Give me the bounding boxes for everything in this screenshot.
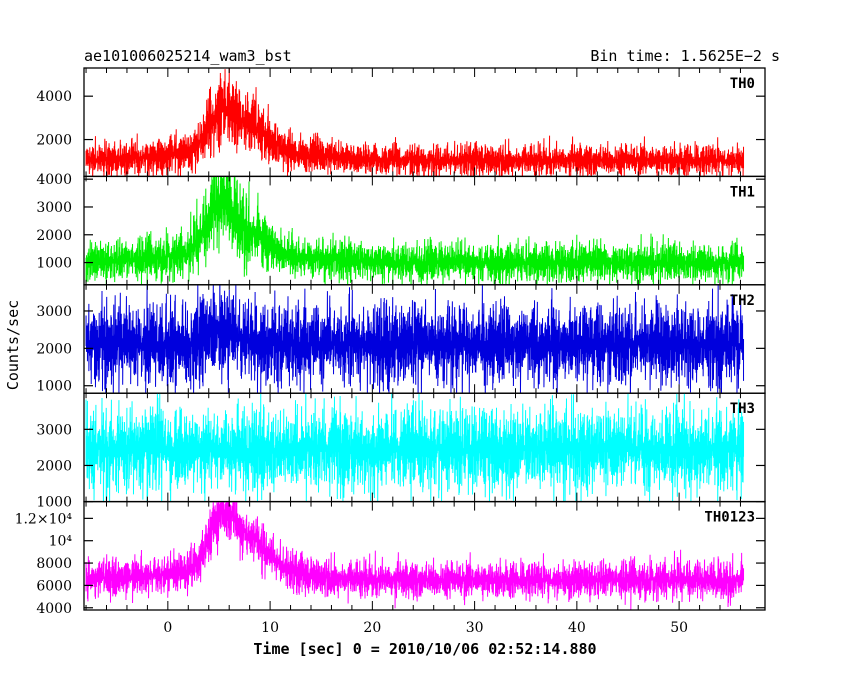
series-line-th0123 [85,501,745,611]
x-tick-label: 30 [466,620,484,636]
y-tick-label: 6000 [36,578,72,594]
series-line-th2 [85,284,745,394]
y-tick-label: 4000 [36,172,72,188]
x-axis: 0 10 20 30 40 50 [163,620,688,636]
y-axis-label: Counts/sec [4,300,22,390]
series-line-th3 [85,393,745,502]
y-tick-label: 3000 [36,422,72,438]
panel-label: TH0 [730,76,755,92]
y-tick-label: 1000 [36,495,72,511]
x-tick-label: 0 [163,620,172,636]
panel-label: TH2 [730,293,755,309]
panel-label: TH1 [730,184,755,200]
x-tick-label: 40 [568,620,586,636]
y-tick-label: 1000 [36,379,72,395]
series-line-th1 [85,176,745,285]
chart-title-right: Bin time: 1.5625E−2 s [590,47,780,65]
x-tick-label: 10 [261,620,279,636]
panel-th3: 1000 2000 3000 TH3 [36,392,766,511]
panel-label: TH0123 [704,510,755,526]
y-tick-label: 10⁴ [49,534,73,550]
chart-title-left: ae101006025214_wam3_bst [84,47,292,65]
panel-label: TH3 [730,401,755,417]
panel-th2: 1000 2000 3000 TH2 [36,284,766,395]
y-tick-label: 2000 [36,341,72,357]
y-tick-label: 1000 [36,256,72,272]
y-tick-label: 2000 [36,458,72,474]
y-tick-label: 2000 [36,133,72,149]
y-tick-label: 8000 [36,556,72,572]
panel-th0: 2000 4000 TH0 [36,67,766,178]
y-tick-label: 2000 [36,228,72,244]
y-tick-label: 4000 [36,89,72,105]
series-line-th0 [85,68,745,177]
panel-th0123: 4000 6000 8000 10⁴ 1.2×10⁴ TH0123 [15,500,766,617]
y-tick-label: 3000 [36,200,72,216]
panel-group: 2000 4000 TH0 1000 2000 3000 4000 TH1 1000 2000 30… [15,67,766,617]
panel-frame [83,500,766,611]
y-tick-label: 4000 [36,601,72,617]
x-axis-label: Time [sec] 0 = 2010/10/06 02:52:14.880 [253,640,596,658]
y-tick-label: 1.2×10⁴ [15,511,73,527]
y-tick-label: 3000 [36,304,72,320]
x-tick-label: 50 [670,620,688,636]
x-tick-label: 20 [363,620,381,636]
panel-th1: 1000 2000 3000 4000 TH1 [36,172,766,286]
